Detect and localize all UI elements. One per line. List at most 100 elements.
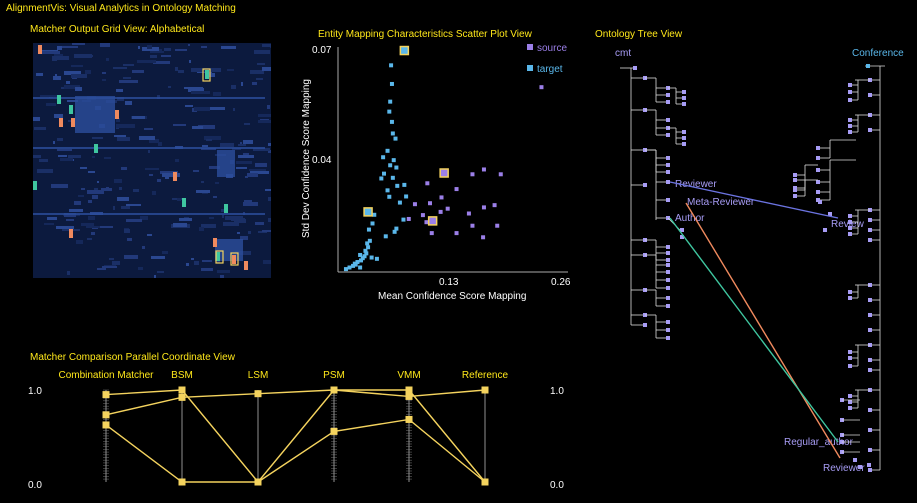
axis-label-vmm[interactable]: VMM — [397, 370, 420, 381]
matcher-polyline[interactable] — [105, 389, 486, 484]
grid-selected-cell[interactable] — [202, 68, 211, 82]
tree-node[interactable] — [868, 128, 872, 132]
tree-node[interactable] — [666, 118, 670, 122]
source-point[interactable] — [412, 202, 417, 207]
tree-node[interactable] — [848, 356, 852, 360]
matcher-polyline[interactable] — [105, 418, 486, 483]
target-point[interactable] — [359, 258, 363, 263]
tree-node[interactable] — [848, 232, 852, 236]
mapping-line-reviewer-review[interactable] — [669, 181, 839, 219]
tree-node[interactable] — [823, 228, 827, 232]
target-point[interactable] — [393, 136, 398, 141]
target-point[interactable] — [369, 255, 374, 260]
tree-node[interactable] — [868, 328, 872, 332]
tree-node[interactable] — [868, 358, 872, 362]
source-point[interactable] — [539, 85, 544, 90]
target-selected-point[interactable] — [399, 45, 410, 56]
source-point[interactable] — [481, 235, 486, 240]
polyline-vertex[interactable] — [405, 392, 413, 400]
target-point[interactable] — [394, 165, 399, 170]
grid-match-cell[interactable] — [71, 118, 75, 127]
tree-node[interactable] — [682, 130, 686, 134]
target-point[interactable] — [385, 148, 390, 153]
tree-node[interactable] — [848, 400, 852, 404]
target-point[interactable] — [352, 261, 357, 266]
polyline-vertex[interactable] — [330, 386, 338, 394]
grid-match-cell[interactable] — [94, 144, 98, 153]
polyline-vertex[interactable] — [405, 415, 413, 423]
left-tree-root-label[interactable]: cmt — [615, 48, 631, 59]
target-point[interactable] — [360, 256, 365, 261]
source-point[interactable] — [406, 216, 411, 221]
target-point[interactable] — [351, 263, 356, 268]
target-selected-point[interactable] — [363, 207, 373, 217]
tree-node[interactable] — [666, 278, 670, 282]
tree-node[interactable] — [793, 194, 797, 198]
matcher-polyline[interactable] — [105, 389, 486, 416]
scatter-plot[interactable]: 0.07 0.04 0.13 0.26 Mean Confidence Scor… — [296, 40, 586, 305]
target-point[interactable] — [387, 194, 392, 199]
target-point[interactable] — [364, 251, 369, 256]
grid-match-cell[interactable] — [216, 252, 220, 261]
source-point[interactable] — [498, 172, 503, 177]
grid-match-cell[interactable] — [173, 172, 177, 181]
tree-node[interactable] — [848, 118, 852, 122]
tree-node[interactable] — [848, 394, 852, 398]
polyline-vertex[interactable] — [330, 427, 338, 435]
target-point[interactable] — [392, 229, 397, 234]
tree-node[interactable] — [682, 102, 686, 106]
source-point[interactable] — [445, 206, 450, 211]
polyline-vertex[interactable] — [102, 391, 110, 399]
source-point[interactable] — [438, 209, 443, 214]
tree-node[interactable] — [666, 258, 670, 262]
tree-node[interactable] — [868, 448, 872, 452]
tree-node[interactable] — [666, 100, 670, 104]
parallel-coordinates[interactable]: 1.0 0.0 1.0 0.0 Combination Matcher BSM LS… — [0, 360, 600, 503]
left-node-meta-reviewer[interactable]: Meta-Reviewer — [687, 197, 755, 208]
tree-node[interactable] — [848, 296, 852, 300]
source-point[interactable] — [424, 220, 429, 225]
tree-node[interactable] — [868, 93, 872, 97]
source-point[interactable] — [428, 201, 432, 206]
polyline-vertex[interactable] — [254, 390, 262, 398]
grid-match-cell[interactable] — [33, 181, 37, 190]
polyline-vertex[interactable] — [481, 478, 489, 486]
target-point[interactable] — [389, 81, 394, 86]
tree-node[interactable] — [793, 186, 797, 190]
target-point[interactable] — [367, 238, 372, 243]
target-point[interactable] — [402, 182, 407, 187]
tree-node[interactable] — [848, 124, 852, 128]
target-point[interactable] — [391, 158, 396, 163]
tree-node[interactable] — [868, 313, 872, 317]
grid-match-cell[interactable] — [244, 261, 248, 270]
grid-match-cell[interactable] — [205, 70, 209, 79]
target-point[interactable] — [363, 248, 368, 253]
tree-node[interactable] — [828, 212, 832, 216]
tree-node[interactable] — [666, 320, 670, 324]
tree-node[interactable] — [848, 90, 852, 94]
source-point[interactable] — [420, 213, 425, 218]
tree-node[interactable] — [858, 465, 862, 469]
grid-match-cell[interactable] — [224, 204, 228, 213]
right-node-regular-author[interactable]: Regular_author — [784, 437, 854, 448]
tree-node[interactable] — [666, 163, 670, 167]
tree-node[interactable] — [666, 245, 670, 249]
target-point[interactable] — [379, 176, 384, 181]
target-point[interactable] — [388, 99, 393, 104]
source-point[interactable] — [470, 223, 475, 228]
tree-node[interactable] — [666, 263, 670, 267]
target-point[interactable] — [395, 183, 400, 188]
tree-node[interactable] — [868, 468, 872, 472]
grid-match-cell[interactable] — [232, 255, 236, 264]
grid-match-cell[interactable] — [182, 198, 186, 207]
polyline-vertex[interactable] — [254, 478, 262, 486]
target-point[interactable] — [383, 234, 388, 239]
source-point[interactable] — [492, 203, 497, 208]
tree-node[interactable] — [666, 156, 670, 160]
polyline-vertex[interactable] — [102, 421, 110, 429]
target-point[interactable] — [366, 245, 371, 250]
target-point[interactable] — [370, 221, 375, 226]
tree-node[interactable] — [848, 83, 852, 87]
tree-node[interactable] — [793, 173, 797, 177]
grid-match-cell[interactable] — [57, 95, 61, 104]
